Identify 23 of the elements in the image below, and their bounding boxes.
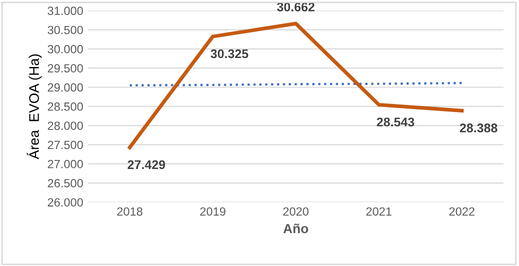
data-label: 30.325 [210,49,248,58]
x-axis-title: Año [283,224,308,234]
x-tick-label: 2020 [283,207,308,216]
y-tick-label: 30.500 [48,26,83,34]
data-label: 28.388 [460,124,498,132]
y-tick-label: 29.500 [48,64,83,72]
y-tick-label: 26.000 [48,198,83,207]
y-tick-label: 30.000 [48,44,83,54]
y-tick-label: 28.000 [48,122,83,130]
y-tick-label: 29.000 [48,83,83,92]
x-tick-label: 2021 [366,207,392,216]
data-label: 30.662 [277,2,314,12]
x-tick-label: 2019 [200,207,226,216]
x-tick-label: 2018 [117,207,142,216]
y-tick-label: 27.500 [48,140,83,150]
y-tick-label: 27.000 [48,160,83,168]
data-label: 27.429 [128,160,166,170]
data-label: 28.543 [376,118,414,126]
y-tick-label: 31.000 [48,6,83,16]
x-tick-label: 2022 [449,207,474,216]
y-tick-label: 28.500 [48,102,83,111]
y-axis-title: Área EVOA (Ha) [26,54,42,160]
y-tick-label: 26.500 [48,179,83,188]
